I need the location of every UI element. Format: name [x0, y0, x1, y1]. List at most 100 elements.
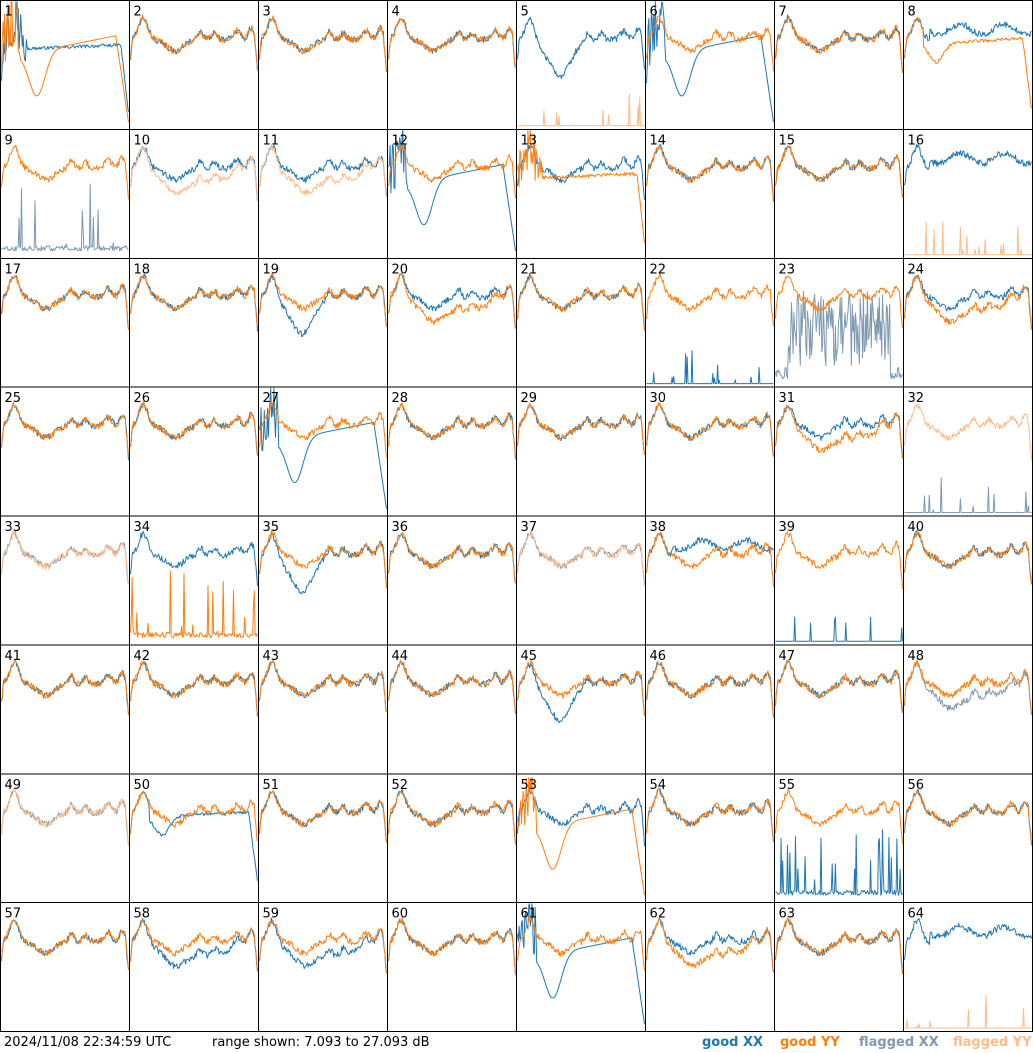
- panel-28: 28: [387, 386, 517, 517]
- panel-9: 9: [0, 128, 130, 259]
- panel-frame: [258, 257, 388, 388]
- panel-6: 6: [645, 0, 775, 130]
- panel-label: 23: [779, 262, 796, 277]
- panel-8: 8: [903, 0, 1033, 130]
- series-good-yy: [904, 660, 1032, 716]
- series-good-yy: [775, 659, 903, 714]
- panel-12: 12: [387, 128, 517, 259]
- panel-frame: [129, 257, 259, 388]
- panel-19: 19: [258, 257, 388, 388]
- panel-label: 56: [908, 778, 925, 793]
- series-good-xx: [517, 272, 645, 331]
- series-good-xx: [130, 660, 258, 717]
- panel-frame: [516, 515, 646, 646]
- series-flagged-yy: [1, 788, 129, 846]
- series-good-yy: [259, 789, 387, 843]
- panel-label: 28: [392, 391, 409, 406]
- panel-label: 50: [134, 778, 151, 793]
- series-flagged-xx: [775, 290, 903, 380]
- series-good-xx: [259, 917, 387, 974]
- series-good-yy: [259, 919, 387, 974]
- series-good-xx: [775, 917, 903, 975]
- series-good-yy: [517, 274, 645, 331]
- panel-frame: [258, 0, 388, 130]
- series-good-yy: [646, 272, 774, 327]
- series-good-yy: [646, 532, 774, 588]
- series-good-xx: [646, 661, 774, 718]
- series-good-xx: [130, 145, 258, 201]
- panel-frame: [387, 515, 517, 646]
- panel-frame: [903, 515, 1033, 646]
- series-good-xx: [130, 790, 258, 882]
- panel-label: 45: [521, 649, 538, 664]
- panel-label: 21: [521, 262, 538, 277]
- series-good-xx: [130, 15, 258, 71]
- panel-frame: [0, 515, 130, 646]
- panel-frame: [903, 0, 1033, 130]
- series-good-yy: [130, 660, 258, 717]
- panel-2: 2: [129, 0, 259, 130]
- panel-label: 2: [134, 5, 142, 20]
- panel-18: 18: [129, 257, 259, 388]
- series-good-xx: [646, 788, 774, 842]
- panel-label: 40: [908, 520, 925, 535]
- panel-frame: [258, 902, 388, 1032]
- series-good-xx: [388, 129, 516, 251]
- panel-23: 23: [774, 257, 904, 388]
- panel-17: 17: [0, 257, 130, 388]
- panel-frame: [0, 0, 130, 130]
- panel-frame: [129, 128, 259, 259]
- panel-label: 9: [5, 133, 13, 148]
- panel-51: 51: [258, 773, 388, 904]
- series-good-yy: [775, 917, 903, 975]
- panel-frame: [0, 386, 130, 517]
- footer-bar: 2024/11/08 22:34:59 UTC range shown: 7.0…: [0, 1032, 1033, 1053]
- panel-44: 44: [387, 644, 517, 775]
- panel-55: 55: [774, 773, 904, 904]
- panel-57: 57: [0, 902, 130, 1032]
- series-good-yy: [259, 15, 387, 73]
- series-good-xx: [646, 1, 774, 123]
- series-good-xx: [259, 791, 387, 843]
- panel-63: 63: [774, 902, 904, 1032]
- panel-frame: [0, 644, 130, 775]
- series-good-xx: [130, 531, 258, 587]
- series-good-xx: [775, 14, 903, 73]
- series-good-yy: [1, 145, 129, 200]
- panel-label: 51: [263, 778, 280, 793]
- panel-frame: [774, 128, 904, 259]
- range-readout: range shown: 7.093 to 27.093 dB: [212, 1035, 430, 1050]
- panel-label: 5: [521, 5, 529, 20]
- series-good-yy: [130, 917, 258, 972]
- series-flagged-yy: [904, 403, 1032, 461]
- panel-41: 41: [0, 644, 130, 775]
- panel-13: 13: [516, 128, 646, 259]
- series-flagged-yy: [904, 221, 1032, 256]
- series-good-yy: [259, 659, 387, 713]
- series-good-yy: [646, 661, 774, 718]
- legend-flagged-yy: flagged YY: [953, 1035, 1032, 1050]
- panel-frame: [645, 0, 775, 130]
- series-good-xx: [130, 401, 258, 456]
- panel-label: 43: [263, 649, 280, 664]
- panel-frame: [516, 644, 646, 775]
- panel-22: 22: [645, 257, 775, 388]
- series-flagged-yy: [517, 532, 645, 586]
- panel-37: 37: [516, 515, 646, 646]
- series-good-yy: [130, 401, 258, 456]
- series-good-yy: [130, 275, 258, 326]
- panel-frame: [645, 386, 775, 517]
- panel-label: 25: [5, 391, 22, 406]
- series-good-yy: [517, 917, 645, 971]
- series-good-yy: [517, 660, 645, 716]
- panel-35: 35: [258, 515, 388, 646]
- series-good-yy: [388, 917, 516, 976]
- panel-10: 10: [129, 128, 259, 259]
- panel-frame: [645, 515, 775, 646]
- panel-label: 32: [908, 391, 925, 406]
- series-good-xx: [646, 350, 774, 385]
- panel-47: 47: [774, 644, 904, 775]
- panel-frame: [258, 773, 388, 904]
- series-good-xx: [517, 903, 645, 1025]
- series-good-xx: [1, 402, 129, 461]
